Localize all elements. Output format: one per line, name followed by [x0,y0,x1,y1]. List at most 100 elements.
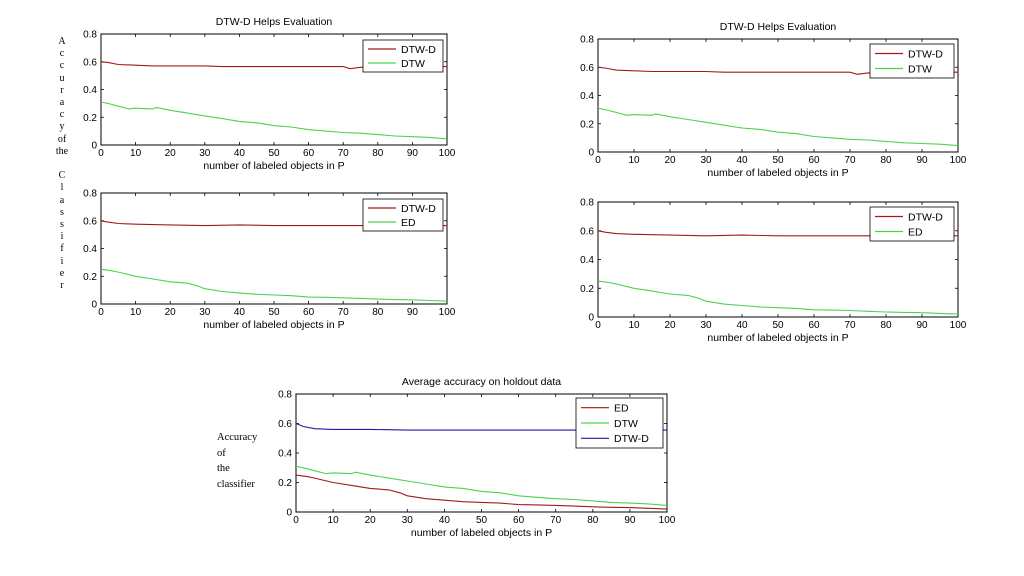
x-axis-label: number of labeled objects in P [707,332,848,344]
x-tick-label: 0 [98,307,104,318]
x-tick-label: 60 [303,307,315,318]
x-tick-label: 70 [844,320,856,331]
y-tick-label: 0.8 [278,390,292,401]
y-tick-label: 0 [588,148,594,159]
x-tick-label: 20 [664,320,676,331]
side-label-line: of [217,447,226,459]
x-tick-label: 50 [772,320,784,331]
side-label-char: c [59,60,65,72]
side-label-char: l [60,182,64,194]
side-label-char: the [55,145,69,157]
side-label-char: u [59,72,65,84]
side-label-char: s [60,219,64,231]
side-label-char: r [60,280,64,292]
x-tick-label: 50 [268,148,280,159]
legend-label: DTW-D [401,203,436,215]
x-tick-label: 20 [165,307,177,318]
x-tick-label: 40 [736,320,748,331]
side-label-char: c [59,109,65,121]
legend-label: ED [401,217,416,229]
y-tick-label: 0.2 [580,119,594,130]
y-tick-label: 0.2 [83,272,97,283]
legend-label: DTW [908,63,932,75]
x-tick-label: 30 [700,320,712,331]
series-line-ed [295,474,668,510]
x-tick-label: 80 [587,515,599,526]
x-tick-label: 90 [407,307,419,318]
x-tick-label: 80 [880,155,892,166]
series-line-ed [100,268,448,302]
y-tick-label: 0.6 [83,216,97,227]
y-tick-label: 0.4 [580,91,594,102]
y-tick-label: 0.6 [580,226,594,237]
x-tick-label: 10 [328,515,340,526]
x-tick-label: 30 [402,515,414,526]
side-label-char: f [60,243,64,255]
y-tick-label: 0.6 [83,57,97,68]
chart-title: DTW-D Helps Evaluation [720,21,837,33]
y-tick-label: 0.4 [83,85,97,96]
legend-box [362,198,444,232]
side-label-char: i [60,255,64,267]
side-label-char: A [58,36,66,47]
side-label-char: c [59,48,65,60]
side-label-char: C [58,170,66,182]
side-label-char: y [59,121,65,133]
y-tick-label: 0.8 [83,189,97,200]
series-line-dtw [100,101,448,140]
legend-label: DTW [614,418,638,430]
x-tick-label: 60 [303,148,315,159]
x-tick-label: 70 [338,307,350,318]
x-tick-label: 60 [808,320,820,331]
x-tick-label: 60 [808,155,820,166]
y-tick-label: 0 [588,313,594,324]
x-tick-label: 90 [407,148,419,159]
x-tick-label: 70 [550,515,562,526]
x-axis-label: number of labeled objects in P [411,527,552,539]
chart-panel-1: 0 10 20 30 40 50 60 70 80 90 100 0 0.2 0.4 0.6 0.8 DTW-D… [83,16,456,172]
side-label-char: i [60,231,64,243]
series-line-dtw [597,107,959,147]
x-tick-label: 90 [624,515,636,526]
y-tick-label: 0 [286,508,292,519]
y-tick-label: 0 [91,300,97,311]
legend-label: ED [908,226,923,238]
x-tick-label: 20 [165,148,177,159]
x-axis-label: number of labeled objects in P [203,319,344,331]
y-tick-label: 0.4 [278,449,292,460]
x-tick-label: 20 [365,515,377,526]
y-tick-label: 0.6 [580,63,594,74]
chart-panel-5: 0 10 20 30 40 50 60 70 80 90 100 0 0.2 0.4 0.6 0.8 ED DTW… [278,376,676,539]
x-tick-label: 80 [372,148,384,159]
x-tick-label: 100 [659,515,676,526]
y-tick-label: 0.6 [278,419,292,430]
chart-panel-4: 0 10 20 30 40 50 60 70 80 90 100 0 0.2 0.4 0.6 0.8 DTW-D… [580,198,967,345]
x-tick-label: 30 [199,148,211,159]
series-line-ed [597,280,959,315]
x-tick-label: 70 [844,155,856,166]
x-tick-label: 40 [736,155,748,166]
x-tick-label: 10 [628,320,640,331]
x-tick-label: 50 [476,515,488,526]
x-tick-label: 70 [338,148,350,159]
side-label-char: a [59,97,65,109]
y-tick-label: 0.8 [580,198,594,209]
x-tick-label: 100 [950,320,967,331]
x-tick-label: 80 [880,320,892,331]
side-label-char: of [57,133,67,145]
legend-box [869,43,955,79]
x-tick-label: 60 [513,515,525,526]
side-label-char: e [59,267,65,279]
side-label-line: the [217,463,230,474]
x-tick-label: 10 [130,148,142,159]
y-tick-label: 0.8 [83,30,97,41]
x-axis-label: number of labeled objects in P [203,160,344,172]
x-tick-label: 100 [439,148,456,159]
y-tick-label: 0.2 [580,284,594,295]
side-label-line: classifier [217,478,255,490]
x-tick-label: 40 [234,307,246,318]
x-tick-label: 10 [130,307,142,318]
x-tick-label: 50 [268,307,280,318]
legend-label: DTW-D [401,44,436,56]
